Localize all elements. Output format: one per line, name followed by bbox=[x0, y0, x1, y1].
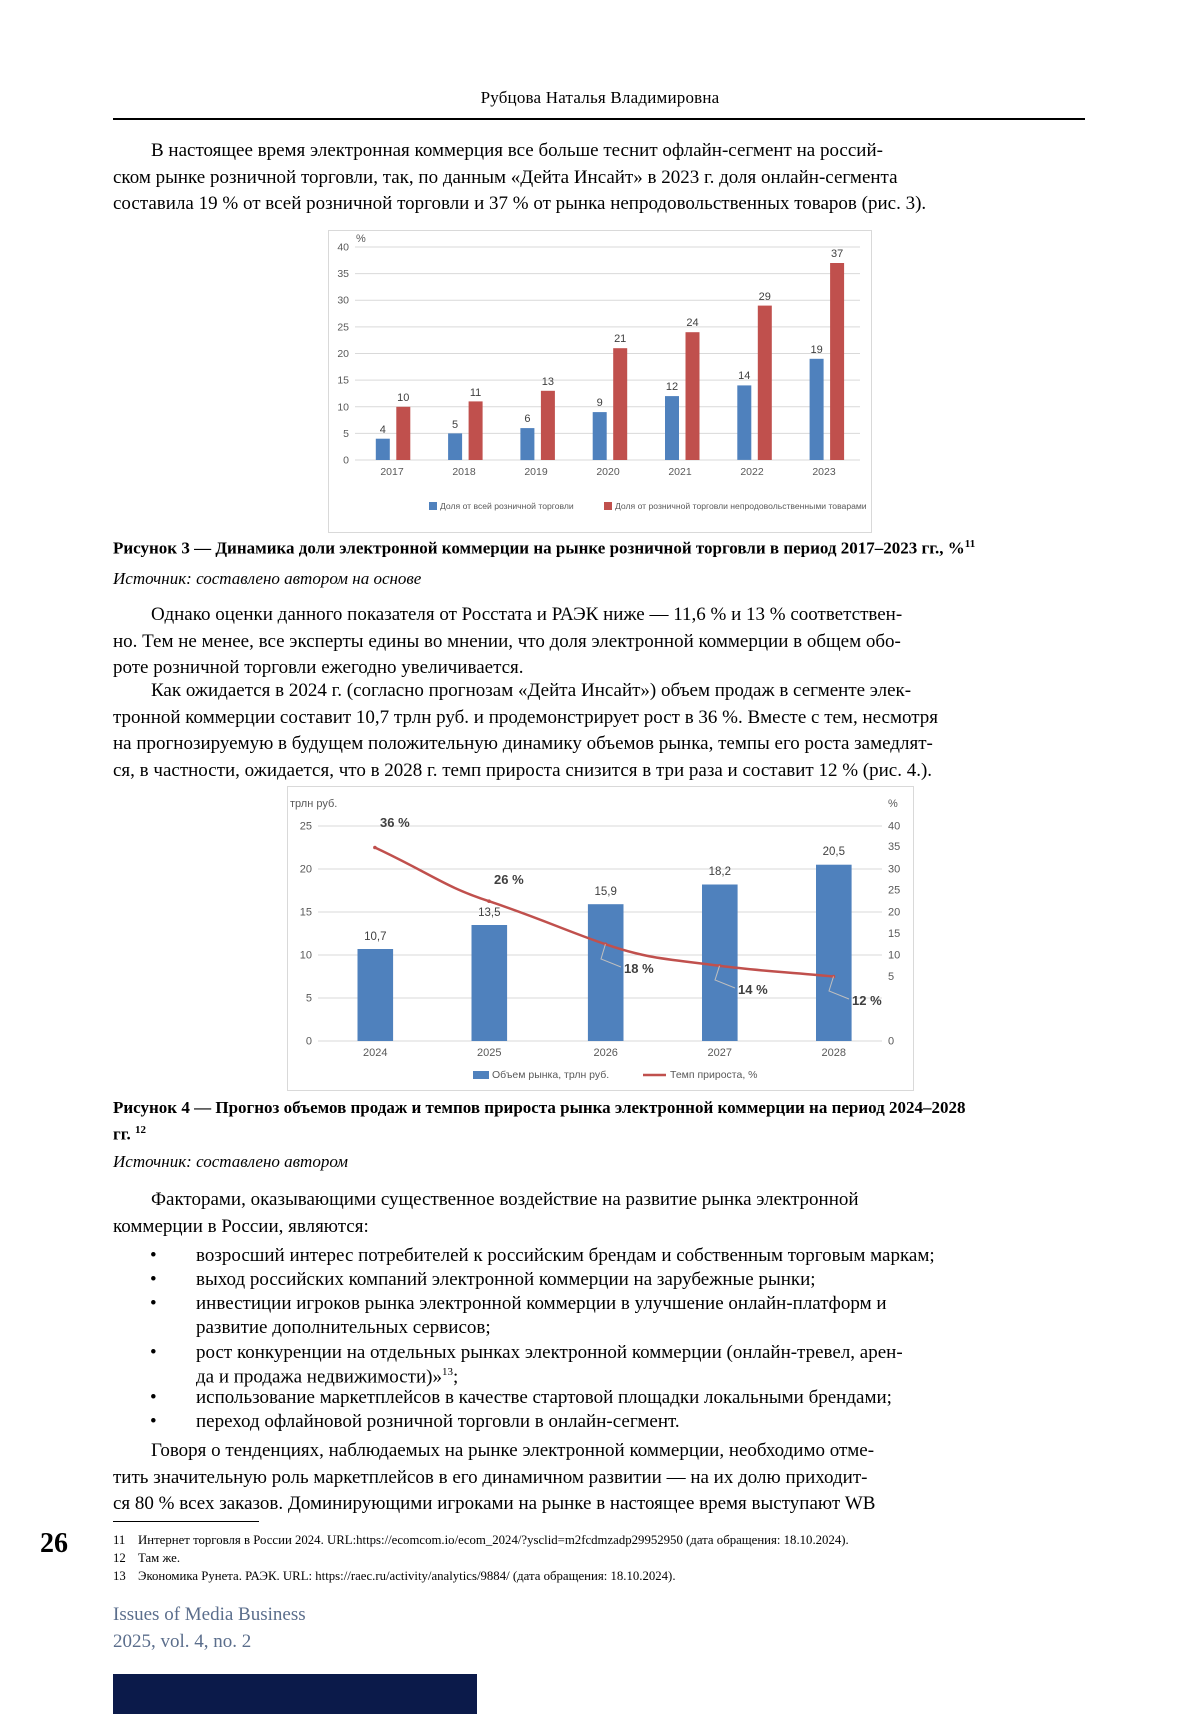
svg-text:18 %: 18 % bbox=[624, 961, 654, 976]
svg-text:Темп прироста, %: Темп прироста, % bbox=[670, 1069, 758, 1081]
svg-text:18,2: 18,2 bbox=[709, 866, 731, 878]
svg-text:14: 14 bbox=[738, 370, 750, 382]
svg-text:5: 5 bbox=[306, 993, 312, 1005]
svg-text:2024: 2024 bbox=[363, 1047, 387, 1059]
svg-text:40: 40 bbox=[888, 821, 900, 833]
svg-text:36 %: 36 % bbox=[380, 815, 410, 830]
svg-text:5: 5 bbox=[343, 428, 349, 440]
svg-text:20: 20 bbox=[337, 348, 349, 360]
svg-text:2028: 2028 bbox=[822, 1047, 846, 1059]
svg-text:10: 10 bbox=[300, 950, 312, 962]
svg-text:2017: 2017 bbox=[380, 466, 404, 478]
svg-text:25: 25 bbox=[300, 821, 312, 833]
svg-text:20,5: 20,5 bbox=[823, 846, 845, 858]
svg-text:2019: 2019 bbox=[524, 466, 548, 478]
svg-text:10: 10 bbox=[337, 401, 349, 413]
svg-text:5: 5 bbox=[452, 419, 458, 431]
svg-text:26 %: 26 % bbox=[494, 872, 524, 887]
svg-text:0: 0 bbox=[343, 455, 349, 467]
svg-text:15,9: 15,9 bbox=[595, 886, 617, 898]
svg-text:0: 0 bbox=[888, 1036, 894, 1048]
svg-text:13,5: 13,5 bbox=[478, 907, 500, 919]
svg-text:14 %: 14 % bbox=[738, 982, 768, 997]
svg-text:12: 12 bbox=[666, 381, 678, 393]
svg-text:24: 24 bbox=[686, 317, 698, 329]
svg-text:2023: 2023 bbox=[812, 466, 836, 478]
svg-text:21: 21 bbox=[614, 333, 626, 345]
svg-text:37: 37 bbox=[831, 248, 843, 260]
svg-text:10: 10 bbox=[888, 950, 900, 962]
svg-text:4: 4 bbox=[380, 424, 386, 436]
svg-text:29: 29 bbox=[759, 291, 771, 303]
svg-text:6: 6 bbox=[524, 413, 530, 425]
svg-text:2026: 2026 bbox=[593, 1047, 617, 1059]
svg-text:2025: 2025 bbox=[477, 1047, 501, 1059]
svg-text:трлн руб.: трлн руб. bbox=[290, 798, 337, 810]
svg-text:2018: 2018 bbox=[452, 466, 476, 478]
svg-text:35: 35 bbox=[337, 268, 349, 280]
svg-text:10,7: 10,7 bbox=[364, 931, 386, 943]
svg-text:5: 5 bbox=[888, 971, 894, 983]
svg-text:10: 10 bbox=[397, 392, 409, 404]
svg-text:15: 15 bbox=[888, 928, 900, 940]
svg-text:2020: 2020 bbox=[596, 466, 620, 478]
svg-text:%: % bbox=[888, 798, 898, 810]
svg-text:%: % bbox=[356, 233, 366, 245]
svg-text:20: 20 bbox=[300, 864, 312, 876]
svg-text:2027: 2027 bbox=[708, 1047, 732, 1059]
svg-text:Доля от розничной торговли неп: Доля от розничной торговли непродовольст… bbox=[615, 501, 867, 511]
svg-text:25: 25 bbox=[337, 321, 349, 333]
svg-text:25: 25 bbox=[888, 885, 900, 897]
svg-text:20: 20 bbox=[888, 907, 900, 919]
svg-text:Объем рынка, трлн руб.: Объем рынка, трлн руб. bbox=[492, 1069, 609, 1081]
svg-text:15: 15 bbox=[300, 907, 312, 919]
svg-text:Доля от всей розничной торговл: Доля от всей розничной торговли bbox=[440, 501, 574, 511]
svg-text:40: 40 bbox=[337, 242, 349, 254]
svg-text:12 %: 12 % bbox=[852, 993, 882, 1008]
svg-text:2022: 2022 bbox=[740, 466, 764, 478]
svg-text:30: 30 bbox=[337, 295, 349, 307]
svg-text:30: 30 bbox=[888, 864, 900, 876]
svg-text:11: 11 bbox=[470, 387, 481, 399]
svg-text:9: 9 bbox=[597, 397, 603, 409]
svg-text:2021: 2021 bbox=[668, 466, 692, 478]
svg-text:35: 35 bbox=[888, 841, 900, 853]
svg-text:15: 15 bbox=[337, 375, 349, 387]
svg-text:0: 0 bbox=[306, 1036, 312, 1048]
svg-text:19: 19 bbox=[810, 344, 822, 356]
svg-text:13: 13 bbox=[542, 376, 554, 388]
